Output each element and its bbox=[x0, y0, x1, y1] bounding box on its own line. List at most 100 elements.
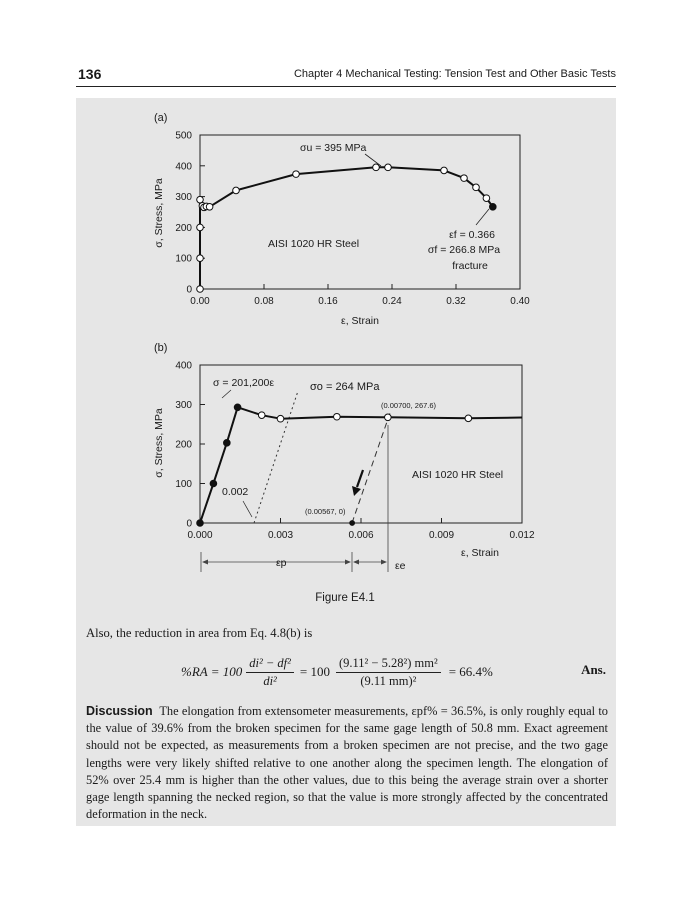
x-tick-label: 0.24 bbox=[382, 296, 402, 307]
data-point bbox=[292, 170, 300, 178]
eps-e-label: εe bbox=[395, 560, 406, 572]
y-tick-label: 400 bbox=[175, 361, 192, 372]
data-point bbox=[384, 163, 392, 172]
reduction-in-area-equation: %RA = 100 di² − df² di² = 100 (9.11² − 5… bbox=[181, 652, 493, 692]
elastic-point bbox=[233, 403, 242, 412]
eps-p-arrow-right bbox=[345, 559, 351, 565]
eps-e-arrow-right bbox=[381, 559, 387, 565]
elastic-point bbox=[209, 479, 218, 488]
point-top-label: (0.00700, 267.6) bbox=[381, 401, 437, 410]
panel-b-xlabel: ε, Strain bbox=[461, 547, 499, 559]
data-point bbox=[196, 254, 204, 263]
data-point bbox=[232, 186, 240, 195]
panel-a-ylabel: σ, Stress, MPa bbox=[153, 178, 165, 248]
panel-b-ylabel: σ, Stress, MPa bbox=[153, 408, 165, 478]
y-tick-label: 100 bbox=[175, 254, 192, 265]
y-tick-label: 500 bbox=[175, 131, 192, 142]
su-leader bbox=[364, 153, 382, 167]
data-point bbox=[257, 411, 266, 419]
panel-a-su-label: σu = 395 MPa bbox=[300, 142, 366, 154]
panel-a-material: AISI 1020 HR Steel bbox=[268, 238, 359, 250]
eps-p-arrow-left bbox=[202, 559, 208, 565]
example-shaded-box bbox=[76, 98, 616, 826]
x-tick-label: 0.32 bbox=[446, 296, 466, 307]
fracture-word: fracture bbox=[452, 260, 488, 272]
y-tick-label: 300 bbox=[175, 400, 192, 411]
unloading-line bbox=[351, 412, 391, 524]
discussion-heading: Discussion bbox=[86, 704, 153, 718]
intro-text: Also, the reduction in area from Eq. 4.8… bbox=[86, 626, 313, 640]
data-point bbox=[196, 223, 204, 232]
eq-fraction-1: di² − df² di² bbox=[246, 656, 294, 689]
yield-label: σo = 264 MPa bbox=[310, 381, 380, 393]
panel-b-material: AISI 1020 HR Steel bbox=[412, 469, 503, 481]
fracture-leader bbox=[475, 208, 490, 226]
fracture-ef: εf = 0.366 bbox=[449, 229, 495, 241]
data-point bbox=[482, 194, 491, 202]
elastic-label-leader bbox=[221, 389, 232, 399]
eq-mid: = 100 bbox=[299, 664, 330, 679]
x-tick-label: 0.003 bbox=[268, 530, 293, 541]
data-point bbox=[333, 412, 341, 421]
offset-line bbox=[253, 390, 299, 524]
x-tick-label: 0.009 bbox=[429, 530, 454, 541]
panel-a-label: (a) bbox=[154, 112, 167, 124]
data-point bbox=[372, 163, 380, 172]
frac1-denominator: di² bbox=[263, 673, 277, 688]
eq-lhs: %RA = 100 bbox=[181, 664, 243, 679]
data-point bbox=[205, 202, 214, 211]
elastic-line-label: σ = 201,200ε bbox=[213, 377, 274, 389]
frac2-denominator: (9.11 mm)² bbox=[360, 673, 417, 688]
x-tick-label: 0.40 bbox=[510, 296, 530, 307]
eps-p-label: εp bbox=[276, 557, 287, 569]
figure-e4-1: (a) σ, Stress, MPa ε, Strain 0 100 200 300 4… bbox=[153, 112, 535, 572]
unloading-arrowhead bbox=[352, 486, 361, 496]
offset-label: 0.002 bbox=[222, 486, 248, 498]
frac1-numerator: di² − df² bbox=[246, 656, 294, 673]
running-head: Chapter 4 Mechanical Testing: Tension Te… bbox=[293, 68, 616, 80]
fracture-point bbox=[489, 203, 497, 211]
x-tick-label: 0.16 bbox=[318, 296, 338, 307]
offset-label-leader bbox=[242, 500, 253, 518]
y-tick-label: 100 bbox=[175, 479, 192, 490]
x-tick-label: 0.08 bbox=[254, 296, 274, 307]
unloading-zero-point bbox=[349, 520, 356, 526]
eps-e-arrow-left bbox=[353, 559, 359, 565]
data-point bbox=[440, 166, 448, 175]
unloading-arrow bbox=[355, 469, 365, 488]
y-tick-label: 0 bbox=[186, 285, 192, 296]
figure-caption: Figure E4.1 bbox=[315, 592, 375, 604]
data-point bbox=[196, 195, 204, 204]
header-rule bbox=[76, 86, 616, 87]
frac2-numerator: (9.11² − 5.28²) mm² bbox=[335, 656, 441, 673]
point-bottom-label: (0.00567, 0) bbox=[305, 507, 346, 516]
data-point bbox=[276, 414, 285, 423]
discussion-paragraph: Discussion The elongation from extensome… bbox=[86, 703, 608, 823]
discussion-text: The elongation from extensometer measure… bbox=[86, 704, 608, 822]
y-tick-label: 0 bbox=[186, 519, 192, 530]
x-tick-label: 0.006 bbox=[348, 530, 373, 541]
data-point bbox=[196, 285, 204, 293]
elastic-point bbox=[223, 439, 231, 447]
data-point bbox=[472, 183, 480, 192]
eq-rhs: = 66.4% bbox=[448, 664, 493, 679]
page-number: 136 bbox=[78, 66, 102, 82]
data-point bbox=[384, 413, 392, 422]
panel-a-xlabel: ε, Strain bbox=[341, 315, 379, 327]
elastic-point bbox=[196, 519, 204, 527]
y-tick-label: 200 bbox=[175, 223, 192, 234]
fracture-sf: σf = 266.8 MPa bbox=[428, 244, 500, 256]
data-point bbox=[464, 414, 473, 423]
eq-fraction-2: (9.11² − 5.28²) mm² (9.11 mm)² bbox=[335, 656, 441, 689]
equation-row: %RA = 100 di² − df² di² = 100 (9.11² − 5… bbox=[86, 652, 606, 692]
data-point bbox=[460, 174, 468, 182]
y-tick-label: 300 bbox=[175, 192, 192, 203]
y-tick-label: 200 bbox=[175, 440, 192, 451]
panel-b-label: (b) bbox=[154, 342, 167, 354]
x-tick-label: 0.000 bbox=[187, 530, 212, 541]
stress-strain-curve-b bbox=[199, 406, 523, 524]
answer-marker: Ans. bbox=[581, 662, 606, 677]
x-tick-label: 0.00 bbox=[190, 296, 210, 307]
y-tick-label: 400 bbox=[175, 161, 192, 172]
x-tick-label: 0.012 bbox=[509, 530, 534, 541]
